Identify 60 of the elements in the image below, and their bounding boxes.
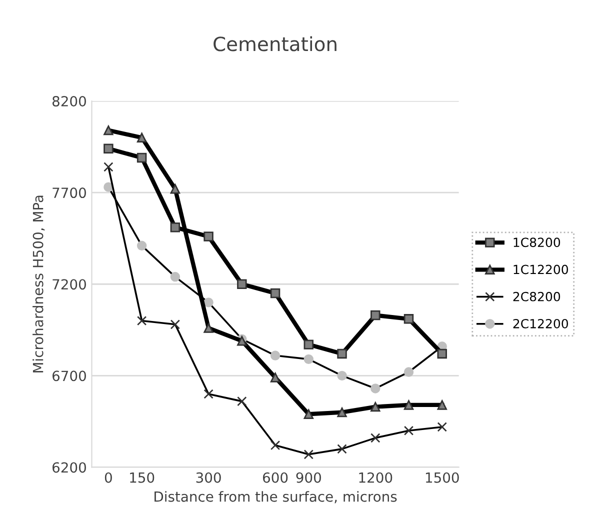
point — [170, 184, 180, 194]
point — [204, 298, 214, 308]
point — [204, 232, 214, 242]
y-tick-label: 7200 — [52, 279, 86, 290]
legend-label: 1C8200 — [514, 238, 560, 248]
point — [270, 350, 280, 360]
point — [370, 402, 380, 412]
point — [404, 426, 414, 436]
point — [437, 422, 447, 432]
point — [304, 354, 314, 364]
point — [170, 320, 180, 330]
point — [270, 440, 280, 450]
chart-title: Cementation — [214, 36, 336, 52]
point — [237, 279, 247, 289]
point — [404, 367, 414, 377]
point — [170, 222, 180, 232]
point — [304, 340, 314, 350]
x-tick-label: 1200 — [359, 472, 392, 483]
point — [437, 348, 447, 359]
y-tick-label: 6700 — [52, 370, 86, 382]
point — [337, 348, 347, 359]
y-tick-label: 8200 — [52, 96, 86, 106]
x-tick-label: 300 — [196, 472, 221, 483]
point — [370, 310, 380, 320]
point — [370, 384, 380, 394]
point — [337, 407, 347, 418]
point — [304, 409, 314, 419]
point — [104, 182, 114, 192]
point — [404, 314, 414, 324]
y-tick-label: 6200 — [52, 462, 86, 473]
x-tick-label: 150 — [130, 472, 154, 483]
point — [170, 272, 180, 282]
x-tick-label: 0 — [104, 472, 112, 483]
point — [104, 144, 114, 154]
x-tick-label: 900 — [296, 472, 321, 483]
point — [136, 316, 147, 326]
point — [270, 372, 280, 382]
point — [270, 288, 280, 298]
legend-label: 2C8200 — [513, 292, 560, 302]
point — [204, 323, 214, 333]
point — [104, 162, 114, 172]
point — [136, 152, 147, 163]
x-tick-label: 600 — [262, 472, 288, 483]
y-axis-title: Microhardness H500, MPa — [32, 196, 45, 372]
point — [437, 400, 447, 410]
y-tick-label: 7700 — [52, 188, 86, 198]
point — [237, 396, 247, 406]
point — [136, 132, 147, 142]
point — [337, 444, 347, 454]
point — [404, 400, 414, 410]
x-axis-title: Distance from the surface, microns — [154, 491, 397, 504]
point — [337, 370, 347, 381]
x-tick-label: 1500 — [426, 472, 459, 483]
point — [204, 389, 214, 399]
legend-label: 2C12200 — [513, 318, 568, 328]
legend-label: 1C12200 — [514, 264, 568, 274]
point — [304, 450, 314, 460]
point — [104, 125, 114, 136]
point — [136, 240, 147, 251]
point — [370, 433, 380, 443]
